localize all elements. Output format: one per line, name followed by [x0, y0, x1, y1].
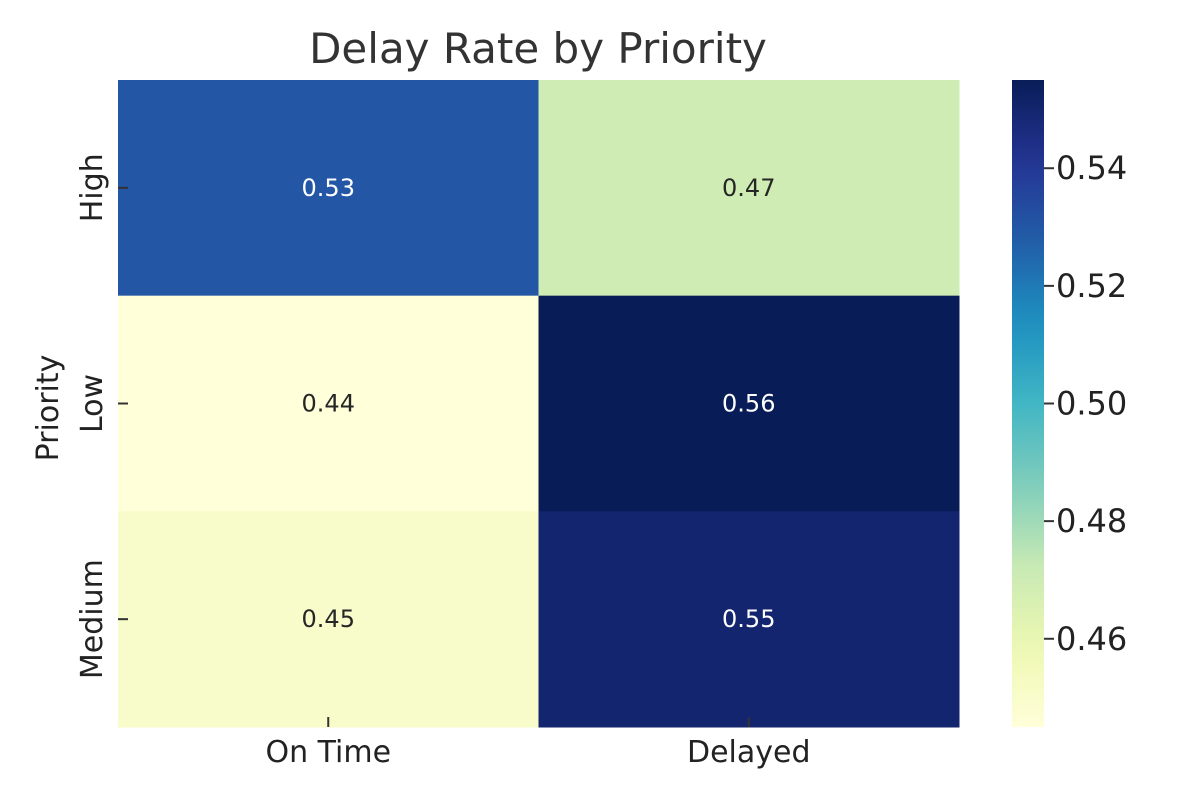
- heatmap-cell: [538, 295, 960, 512]
- cell-value-label: 0.56: [722, 390, 775, 418]
- cell-value-label: 0.44: [302, 390, 355, 418]
- heatmap-cell: [118, 511, 539, 728]
- colorbar-tick-label: 0.52: [1056, 267, 1127, 305]
- cell-value-label: 0.45: [302, 605, 355, 633]
- heatmap-cells: 0.53 0.47 0.44 0.56 0.45 0.55: [118, 80, 960, 728]
- colorbar-tick-label: 0.54: [1056, 149, 1127, 187]
- y-tick-label: High: [75, 153, 110, 222]
- heatmap-cell: [118, 295, 539, 512]
- heatmap-axes: On Time Delayed High Low Medium: [75, 153, 811, 770]
- y-tick-label: Medium: [75, 559, 110, 679]
- heatmap-cell: [118, 80, 539, 297]
- colorbar-gradient: [1012, 80, 1044, 727]
- cell-value-label: 0.53: [302, 174, 355, 202]
- y-axis-label: Priority: [31, 355, 66, 462]
- chart-title: Delay Rate by Priority: [309, 24, 767, 73]
- colorbar-tick-label: 0.50: [1056, 385, 1127, 423]
- x-tick-label: On Time: [265, 735, 391, 770]
- colorbar-tick-label: 0.46: [1056, 620, 1127, 658]
- cell-value-label: 0.55: [722, 605, 775, 633]
- colorbar: 0.46 0.48 0.50 0.52 0.54: [1012, 80, 1127, 727]
- colorbar-tick-label: 0.48: [1056, 502, 1127, 540]
- x-tick-label: Delayed: [687, 735, 811, 770]
- heatmap-cell: [538, 511, 960, 728]
- y-tick-label: Low: [75, 374, 110, 433]
- heatmap-cell: [538, 80, 960, 297]
- cell-value-label: 0.47: [722, 174, 775, 202]
